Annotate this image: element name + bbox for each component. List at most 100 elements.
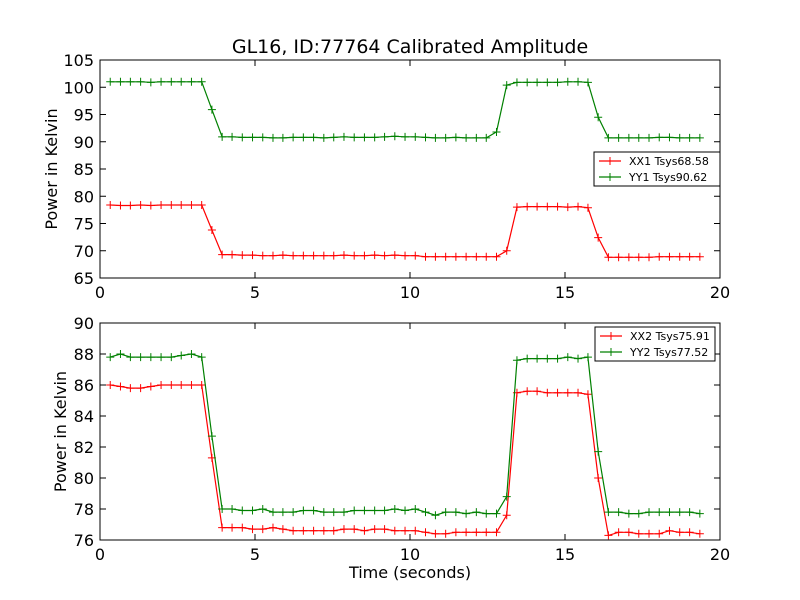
data-point	[563, 388, 572, 397]
data-point	[167, 77, 176, 86]
data-point	[574, 77, 583, 86]
data-point	[502, 511, 511, 520]
y-tick-label: 70	[74, 242, 94, 261]
data-point	[309, 251, 318, 260]
data-point	[553, 202, 562, 211]
y-tick-label: 90	[74, 133, 94, 152]
data-point	[431, 511, 440, 520]
data-point	[309, 506, 318, 515]
data-point	[543, 388, 552, 397]
data-point	[116, 382, 125, 391]
data-point	[655, 529, 664, 538]
data-point	[136, 384, 145, 393]
data-point	[329, 526, 338, 535]
data-point	[116, 201, 125, 210]
data-point	[157, 77, 166, 86]
y-tick-label: 95	[74, 106, 94, 125]
data-point	[187, 77, 196, 86]
data-point	[106, 381, 115, 389]
series-2	[106, 350, 704, 520]
y-tick-label: 88	[74, 345, 94, 364]
data-point	[218, 250, 227, 259]
data-point	[126, 77, 135, 86]
x-axis-label: Time (seconds)	[348, 563, 471, 582]
data-point	[462, 133, 471, 142]
data-point	[401, 506, 410, 515]
data-point	[563, 203, 572, 212]
data-point	[319, 251, 328, 260]
data-point	[482, 252, 491, 261]
data-point	[370, 133, 379, 142]
data-point	[157, 353, 166, 362]
data-point	[278, 133, 287, 142]
data-point	[380, 506, 389, 515]
data-point	[278, 525, 287, 534]
y-axis-label: Power in Kelvin	[42, 108, 61, 229]
data-point	[401, 526, 410, 535]
data-point	[258, 251, 267, 260]
x-tick-label: 0	[95, 283, 105, 302]
data-point	[350, 133, 359, 142]
data-point	[319, 508, 328, 517]
data-point	[268, 508, 277, 517]
data-point	[228, 523, 237, 532]
data-point	[411, 526, 420, 535]
data-point	[289, 508, 298, 517]
data-point	[655, 508, 664, 517]
data-point	[512, 78, 521, 87]
legend-label: XX1 Tsys68.58	[629, 155, 709, 168]
x-tick-label: 5	[250, 283, 260, 302]
data-point	[207, 226, 216, 235]
data-point	[533, 387, 542, 396]
data-point	[350, 506, 359, 515]
data-point	[451, 133, 460, 142]
data-point	[685, 133, 694, 142]
data-point	[502, 246, 511, 255]
x-tick-label: 10	[400, 545, 420, 564]
data-point	[421, 133, 430, 142]
data-point	[370, 506, 379, 515]
data-point	[339, 508, 348, 517]
data-point	[238, 251, 247, 260]
data-point	[238, 506, 247, 515]
data-point	[157, 200, 166, 209]
data-point	[695, 252, 704, 261]
data-point	[472, 252, 481, 261]
data-point	[512, 356, 521, 365]
data-point	[157, 381, 166, 389]
data-point	[401, 251, 410, 260]
data-point	[441, 508, 450, 517]
data-point	[533, 354, 542, 363]
data-point	[492, 528, 501, 537]
data-point	[665, 252, 674, 261]
data-point	[390, 251, 399, 260]
data-point	[553, 388, 562, 397]
data-point	[482, 528, 491, 537]
data-point	[685, 528, 694, 537]
x-tick-label: 15	[555, 283, 575, 302]
data-point	[401, 132, 410, 141]
data-point	[523, 78, 532, 87]
data-point	[645, 253, 654, 262]
data-point	[441, 529, 450, 538]
legend-label: YY2 Tsys77.52	[629, 346, 708, 359]
data-point	[197, 381, 206, 389]
data-point	[146, 201, 155, 210]
data-point	[421, 528, 430, 537]
data-point	[360, 506, 369, 515]
data-point	[177, 381, 186, 389]
x-tick-label: 20	[710, 283, 730, 302]
legend-marker	[607, 348, 615, 356]
figure-title: GL16, ID:77764 Calibrated Amplitude	[232, 36, 588, 58]
data-point	[604, 133, 613, 142]
y-tick-label: 78	[74, 500, 94, 519]
y-tick-label: 105	[63, 51, 94, 70]
data-point	[116, 350, 125, 358]
data-point	[268, 133, 277, 142]
data-point	[258, 505, 267, 513]
legend: XX2 Tsys75.91 YY2 Tsys77.52	[594, 326, 716, 362]
data-point	[583, 203, 592, 212]
data-point	[197, 353, 206, 362]
